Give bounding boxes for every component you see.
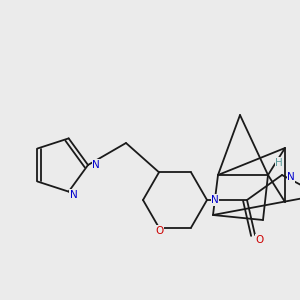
Text: O: O — [155, 226, 163, 236]
Text: N: N — [70, 190, 77, 200]
Text: O: O — [256, 235, 264, 245]
Text: H: H — [275, 158, 283, 168]
Text: N: N — [211, 195, 219, 205]
Text: N: N — [287, 172, 295, 182]
Text: N: N — [92, 160, 100, 170]
